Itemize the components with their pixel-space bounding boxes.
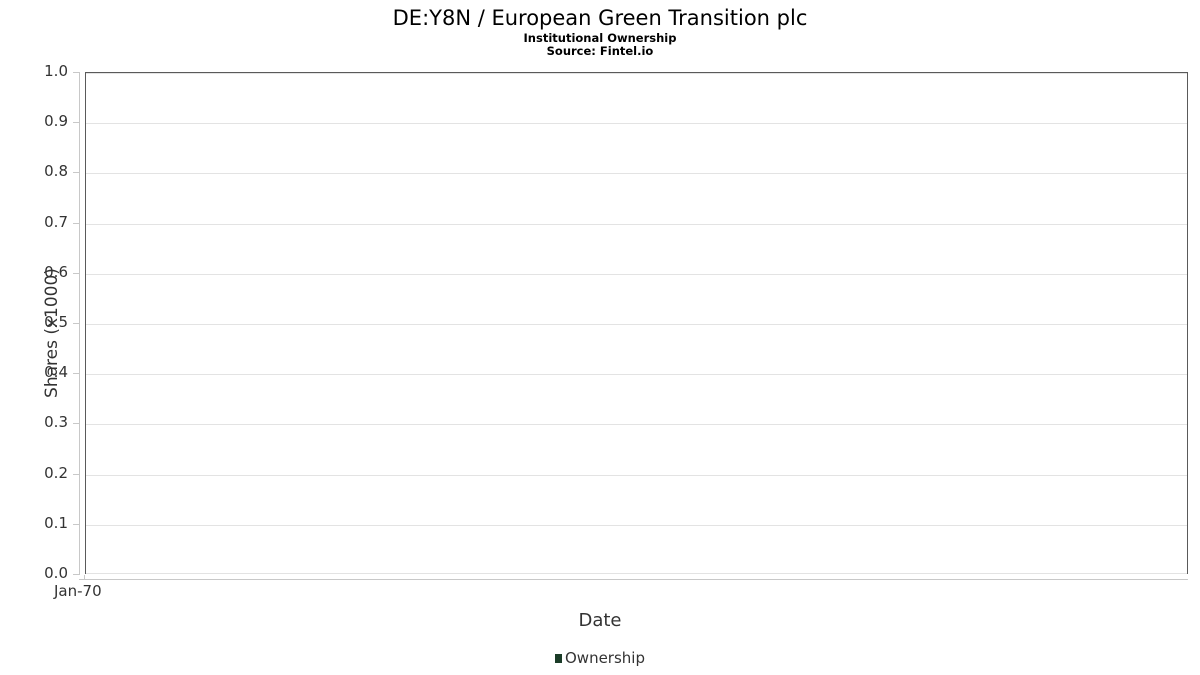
legend-item-label: Ownership: [565, 649, 645, 667]
x-axis-title: Date: [578, 610, 622, 631]
gridline: [86, 475, 1187, 476]
chart-subtitle: Institutional Ownership: [523, 31, 677, 45]
y-tick-label: 0.1: [44, 514, 68, 532]
y-tick-label: 0.3: [44, 413, 68, 431]
y-tick-mark: [73, 223, 79, 224]
plot-area: [85, 72, 1188, 574]
y-axis-title: Shares (x1000): [42, 268, 62, 398]
gridline: [86, 324, 1187, 325]
gridline: [86, 73, 1187, 74]
x-tick-label: Jan-70: [54, 582, 102, 600]
legend-swatch-icon: [555, 653, 562, 663]
y-tick-label: 0.8: [44, 162, 68, 180]
y-tick-label: 1.0: [44, 62, 68, 80]
gridline: [86, 274, 1187, 275]
gridline: [86, 525, 1187, 526]
x-tick-mark: [84, 575, 85, 580]
y-tick-mark: [73, 172, 79, 173]
y-tick-mark: [73, 323, 79, 324]
gridline: [86, 173, 1187, 174]
y-tick-label: 0.6: [44, 263, 68, 281]
y-axis-spine: [79, 72, 80, 575]
chart-legend: Ownership: [0, 649, 1200, 667]
y-tick-mark: [73, 574, 79, 575]
legend-item[interactable]: Ownership: [555, 649, 645, 667]
y-tick-mark: [73, 72, 79, 73]
y-tick-mark: [73, 273, 79, 274]
gridline: [86, 224, 1187, 225]
y-tick-label: 0.4: [44, 363, 68, 381]
chart-source-label: Source: Fintel.io: [546, 44, 654, 58]
gridline: [86, 374, 1187, 375]
y-tick-mark: [73, 122, 79, 123]
y-tick-mark: [73, 474, 79, 475]
gridline: [86, 123, 1187, 124]
chart-header: DE:Y8N / European Green Transition plc I…: [0, 0, 1200, 58]
y-tick-mark: [73, 423, 79, 424]
page-title: DE:Y8N / European Green Transition plc: [392, 6, 808, 30]
y-tick-label: 0.2: [44, 464, 68, 482]
y-tick-label: 0.7: [44, 213, 68, 231]
y-tick-label: 0.0: [44, 564, 68, 582]
y-tick-mark: [73, 524, 79, 525]
gridline: [86, 424, 1187, 425]
y-tick-label: 0.5: [44, 313, 68, 331]
gridline: [86, 573, 1187, 574]
y-tick-mark: [73, 373, 79, 374]
x-axis-spine: [79, 579, 1188, 580]
y-tick-label: 0.9: [44, 112, 68, 130]
